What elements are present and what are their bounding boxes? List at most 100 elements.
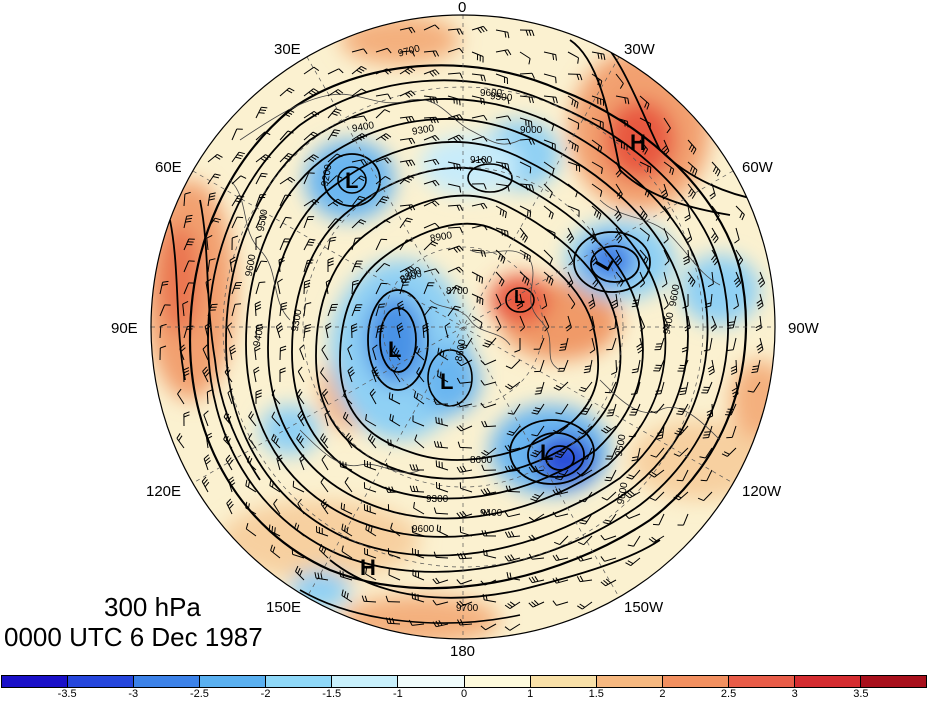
wind-barb-feather [535, 390, 542, 392]
wind-barb [591, 249, 598, 262]
wind-barb-feather [432, 599, 437, 606]
wind-barb [511, 359, 521, 369]
wind-barb [484, 359, 497, 366]
wind-barb-feather [649, 123, 652, 130]
wind-barb [245, 507, 257, 515]
wind-barb-feather [323, 548, 327, 555]
wind-barb-feather [558, 488, 563, 494]
wind-barb-feather [322, 388, 327, 394]
wind-barb [413, 396, 425, 405]
wind-barb-feather [516, 302, 523, 307]
wind-barb-feather [287, 178, 293, 183]
wind-barb [375, 176, 386, 185]
wind-barb-feather [552, 168, 555, 175]
wind-barb-feather [255, 389, 262, 393]
low-center-label: L [514, 287, 525, 307]
wind-barb [423, 69, 436, 75]
wind-barb-feather [435, 268, 440, 274]
wind-barb-feather [708, 368, 714, 373]
wind-barb [246, 528, 257, 537]
wind-barb-feather [544, 326, 550, 332]
wind-barb-feather [605, 425, 612, 431]
wind-barb-feather [649, 473, 655, 478]
wind-barb [447, 72, 461, 75]
wind-barb-feather [296, 524, 300, 531]
wind-barb-feather [176, 433, 181, 439]
wind-barb-feather [407, 91, 413, 97]
wind-barb [351, 115, 364, 119]
wind-barb [245, 485, 257, 493]
wind-barb-feather [321, 435, 326, 442]
wind-barb-feather [459, 600, 464, 606]
wind-barb-feather [277, 457, 283, 462]
wind-barb-feather [343, 503, 345, 511]
wind-barb [637, 359, 641, 372]
wind-barb [584, 381, 593, 392]
wind-barb [423, 158, 436, 163]
wind-barb [655, 403, 665, 414]
colorbar-tick-label: 0 [460, 688, 468, 700]
wind-barb-feather [486, 549, 488, 556]
wind-barb-feather [663, 238, 669, 244]
wind-barb-feather [245, 479, 248, 486]
wind-barb [255, 131, 266, 141]
wind-barb-feather [385, 175, 391, 180]
wind-barb-feather [691, 193, 696, 199]
wind-barb [231, 128, 238, 141]
wind-barb-feather [733, 277, 739, 283]
wind-barb-feather [304, 279, 311, 283]
wind-barb-feather [507, 531, 512, 538]
wind-barb [460, 425, 473, 432]
wind-barb-feather [384, 262, 391, 267]
wind-barb [735, 227, 740, 240]
wind-barb-feather [334, 129, 341, 132]
wind-barb-feather [358, 67, 365, 72]
wind-barb [533, 513, 545, 522]
wind-barb-feather [686, 239, 693, 244]
wind-barb-feather [160, 323, 167, 327]
wind-barb-feather [550, 279, 554, 286]
wind-barb-feather [254, 347, 261, 352]
wind-barb [543, 293, 548, 306]
wind-barb-feather [432, 621, 437, 627]
wind-barb [539, 359, 545, 372]
wind-barb-feather [323, 437, 328, 444]
wind-barb-feather [528, 602, 534, 608]
wind-barb-feather [676, 413, 683, 415]
wind-barb-feather [480, 625, 486, 631]
wind-barb-feather [703, 434, 710, 436]
wind-barb-feather [435, 117, 439, 123]
wind-barb [327, 175, 337, 185]
wind-barb-feather [322, 501, 327, 507]
wind-barb-feather [679, 408, 686, 410]
wind-barb-feather [183, 370, 190, 374]
wind-barb [628, 513, 641, 519]
wind-barb-feather [403, 281, 410, 283]
wind-barb [325, 326, 329, 339]
wind-barb-feather [351, 326, 358, 330]
wind-barb-feather [632, 299, 639, 302]
wind-barb-feather [320, 477, 325, 483]
wind-barb-feather [388, 486, 392, 493]
wind-barb-feather [438, 417, 440, 424]
wind-barb [484, 599, 497, 603]
wind-barb-feather [555, 54, 557, 61]
wind-barb-feather [752, 365, 759, 368]
wind-barb [580, 557, 593, 562]
wind-barb-feather [434, 69, 440, 75]
wind-barb [183, 216, 188, 229]
wind-barb [486, 447, 497, 456]
wind-barb-feather [280, 345, 287, 349]
wind-barb-feather [685, 236, 692, 241]
wind-barb-feather [596, 211, 600, 218]
wind-barb-feather [406, 217, 413, 221]
wind-barb-feather [554, 455, 561, 459]
wind-barb-feather [552, 511, 557, 518]
wind-barb [711, 249, 719, 261]
wind-barb-feather [409, 464, 413, 471]
wind-barb-feather [285, 216, 292, 219]
colorbar-tick-label: -1 [392, 688, 403, 700]
wind-barb-feather [579, 555, 584, 561]
wind-barb-feather [203, 454, 210, 460]
wind-barb-feather [504, 163, 507, 170]
